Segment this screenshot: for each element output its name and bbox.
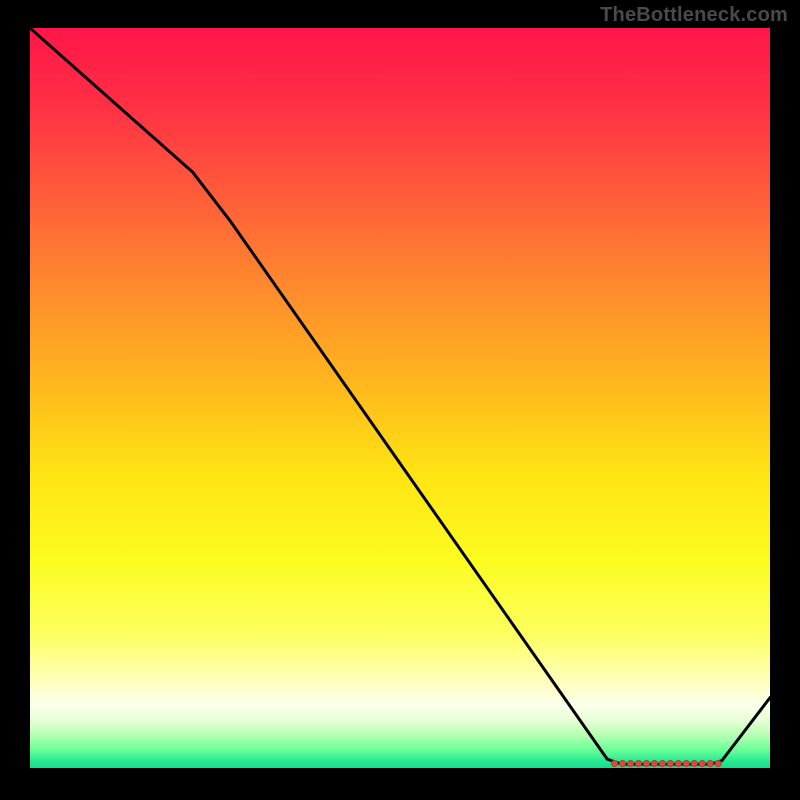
- chart-container: TheBottleneck.com: [0, 0, 800, 800]
- optimal-marker: [707, 760, 713, 766]
- optimal-marker: [611, 760, 617, 766]
- optimal-marker: [667, 760, 673, 766]
- optimal-marker: [619, 760, 625, 766]
- optimal-marker: [635, 760, 641, 766]
- optimal-marker: [715, 760, 721, 766]
- optimal-marker: [659, 760, 665, 766]
- optimal-marker: [699, 760, 705, 766]
- optimal-marker: [627, 760, 633, 766]
- optimal-marker: [675, 760, 681, 766]
- bottleneck-chart: [0, 0, 800, 800]
- watermark-text: TheBottleneck.com: [600, 4, 788, 27]
- optimal-marker: [691, 760, 697, 766]
- optimal-marker: [651, 760, 657, 766]
- optimal-marker: [643, 760, 649, 766]
- optimal-marker: [683, 760, 689, 766]
- plot-gradient-background: [30, 28, 770, 768]
